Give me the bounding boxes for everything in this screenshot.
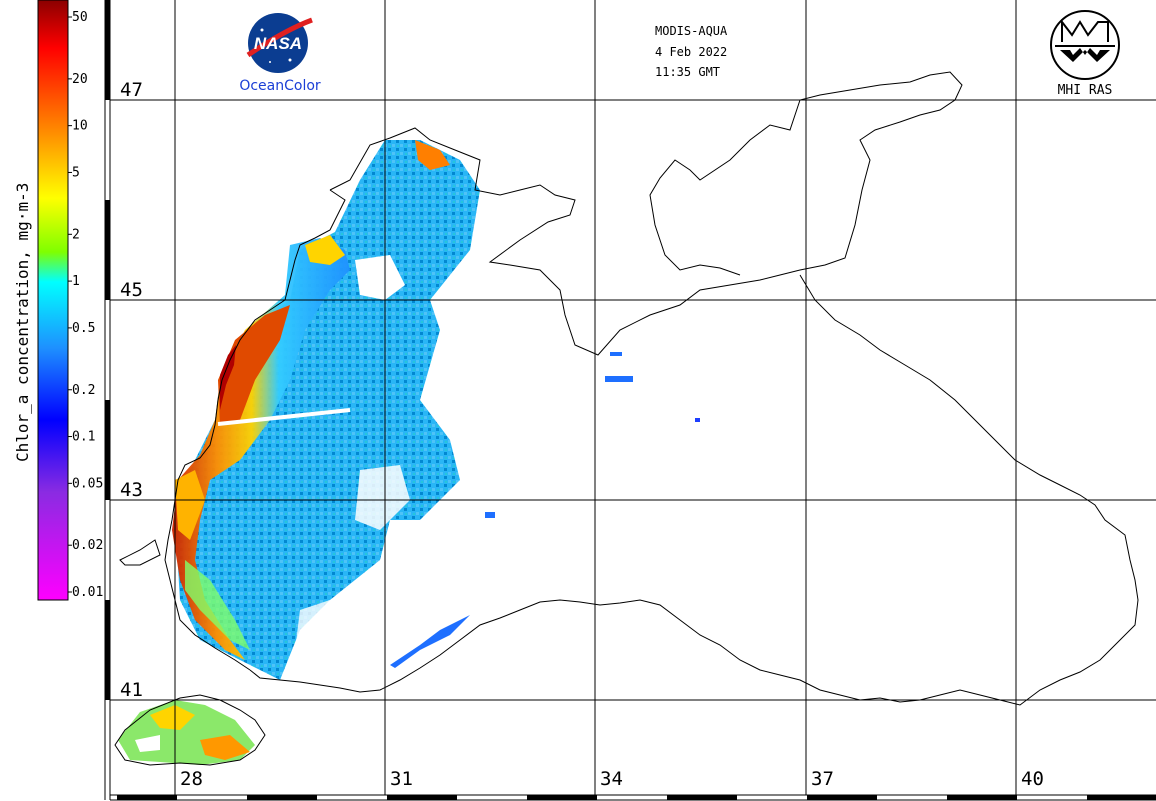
colorbar-tick-label: 0.5: [72, 321, 95, 336]
latitude-labels: 47 45 43 41: [120, 79, 143, 701]
sensor-label: MODIS-AQUA: [655, 24, 728, 38]
colorbar-tick-label: 0.1: [72, 430, 95, 445]
longitude-labels: 28 31 34 37 40: [180, 768, 1044, 790]
nasa-wordmark: NASA: [254, 34, 302, 53]
colorbar-ramp: [37, 0, 69, 601]
left-frame-scale: [104, 0, 111, 800]
latitude-label: 47: [120, 79, 143, 101]
latitude-label: 41: [120, 679, 143, 701]
latitude-label: 45: [120, 279, 143, 301]
colorbar-title: Chlor_a concentration, mg·m-3: [13, 183, 32, 462]
coastline: [114, 71, 1139, 766]
latitude-label: 43: [120, 479, 143, 501]
colorbar-tick-label: 1: [72, 274, 80, 289]
longitude-label: 40: [1021, 768, 1044, 790]
colorbar-tick-label: 0.02: [72, 538, 103, 553]
longitude-label: 34: [600, 768, 623, 790]
mhi-logo: MHI RAS: [1050, 10, 1120, 98]
colorbar-tick-label: 50: [72, 10, 88, 25]
header-info: MODIS-AQUA 4 Feb 2022 11:35 GMT: [655, 24, 728, 79]
colorbar-tick-labels: 50 20 10 5 2 1 0.5 0.2 0.1 0.05 0.02 0.01: [68, 10, 103, 600]
colorbar-tick-label: 2: [72, 227, 80, 242]
colorbar-tick-label: 0.05: [72, 476, 103, 491]
colorbar-tick-label: 20: [72, 72, 88, 87]
colorbar-tick-label: 5: [72, 165, 80, 180]
colorbar-tick-label: 0.01: [72, 585, 103, 600]
longitude-label: 37: [811, 768, 834, 790]
mhi-ras-label: MHI RAS: [1058, 83, 1113, 98]
bottom-frame-scale: [110, 794, 1156, 801]
nasa-meatball-icon: NASA: [246, 13, 313, 73]
chlorophyll-data-layer: [118, 140, 700, 765]
longitude-label: 31: [390, 768, 413, 790]
longitude-label: 28: [180, 768, 203, 790]
mhi-ras-emblem-icon: [1050, 10, 1120, 80]
time-label: 11:35 GMT: [655, 65, 720, 79]
colorbar-tick-label: 10: [72, 119, 88, 134]
colorbar: 50 20 10 5 2 1 0.5 0.2 0.1 0.05 0.02 0.01 Chlor_a c…: [13, 0, 103, 601]
nasa-logo: NASA OceanColor: [239, 13, 321, 94]
oceancolor-label: OceanColor: [239, 78, 321, 94]
graticule: [110, 0, 1156, 795]
colorbar-tick-label: 0.2: [72, 383, 95, 398]
date-label: 4 Feb 2022: [655, 45, 727, 59]
